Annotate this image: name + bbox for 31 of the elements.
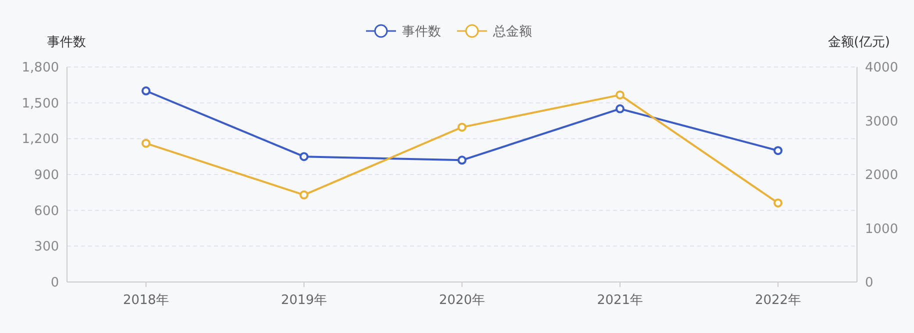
point bbox=[458, 156, 466, 165]
y-tick-label: 1,200 bbox=[22, 132, 59, 148]
point bbox=[616, 90, 624, 100]
legend-label: 总金额 bbox=[492, 24, 532, 40]
point bbox=[616, 104, 624, 114]
y2-axis-title: 金额(亿元) bbox=[828, 35, 890, 50]
y2-tick-label: 4000 bbox=[865, 60, 898, 76]
point bbox=[142, 86, 150, 96]
point bbox=[458, 122, 466, 132]
y-tick-label: 900 bbox=[34, 168, 59, 184]
x-tick-label: 2020年 bbox=[438, 293, 486, 308]
point bbox=[300, 190, 308, 200]
y-tick-label: 1,500 bbox=[22, 96, 59, 112]
y-axis-title: 事件数 bbox=[47, 35, 86, 50]
legend-label: 事件数 bbox=[402, 24, 441, 40]
y-tick-label: 0 bbox=[50, 276, 59, 291]
y2-tick-label: 0 bbox=[865, 276, 874, 291]
x-tick-label: 2019年 bbox=[280, 293, 328, 308]
y2-tick-label: 2000 bbox=[865, 168, 898, 184]
y2-tick-label: 1000 bbox=[865, 222, 898, 237]
point bbox=[774, 146, 782, 156]
y-tick-label: 600 bbox=[34, 204, 59, 219]
x-tick-label: 2021年 bbox=[596, 293, 644, 308]
point bbox=[300, 152, 308, 162]
point bbox=[142, 138, 150, 148]
point bbox=[774, 198, 782, 208]
x-tick-label: 2022年 bbox=[754, 293, 802, 308]
x-tick-label: 2018年 bbox=[122, 293, 170, 308]
y-tick-label: 300 bbox=[34, 240, 59, 255]
y-tick-label: 1,800 bbox=[22, 60, 59, 76]
y2-tick-label: 3000 bbox=[865, 114, 898, 130]
